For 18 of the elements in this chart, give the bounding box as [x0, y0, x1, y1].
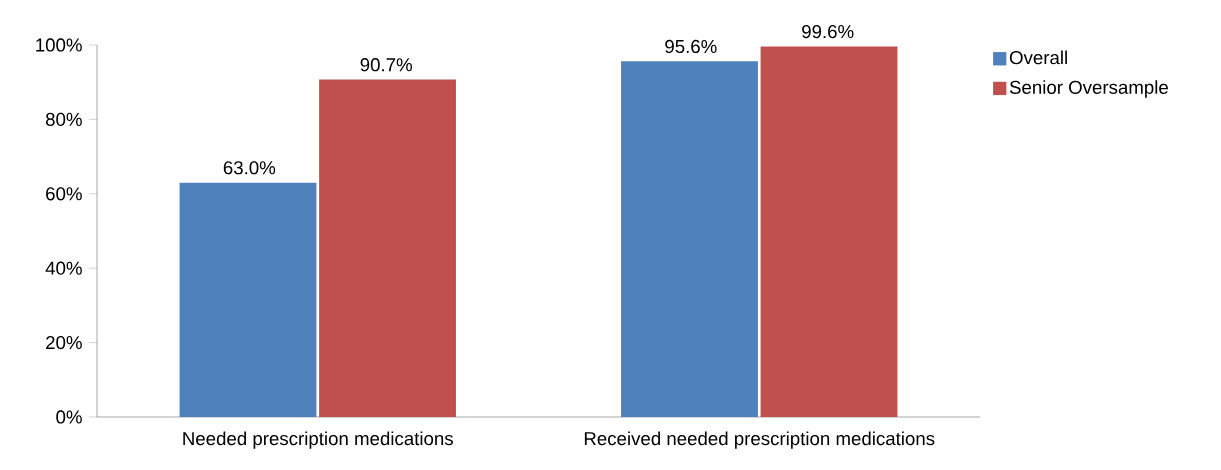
x-tick-label: Needed prescription medications [183, 431, 453, 449]
legend-label: Overall [1009, 50, 1067, 65]
y-tick-label: 60% [46, 187, 82, 201]
bar [760, 46, 898, 417]
data-label: 95.6% [665, 39, 717, 54]
legend-label: Senior Oversample [1009, 80, 1168, 98]
x-tick-label: Received needed prescription medications [584, 431, 935, 449]
y-tick-label: 0% [56, 410, 82, 424]
bar [319, 79, 456, 417]
bar [179, 182, 317, 417]
data-label: 90.7% [360, 58, 412, 72]
y-tick-label: 80% [45, 112, 82, 126]
data-label: 63.0% [223, 161, 276, 175]
bar [621, 61, 758, 417]
y-tick-label: 100% [36, 38, 82, 52]
data-label: 99.6% [802, 24, 854, 39]
y-tick-label: 40% [45, 261, 82, 275]
y-tick-label: 20% [46, 335, 82, 350]
